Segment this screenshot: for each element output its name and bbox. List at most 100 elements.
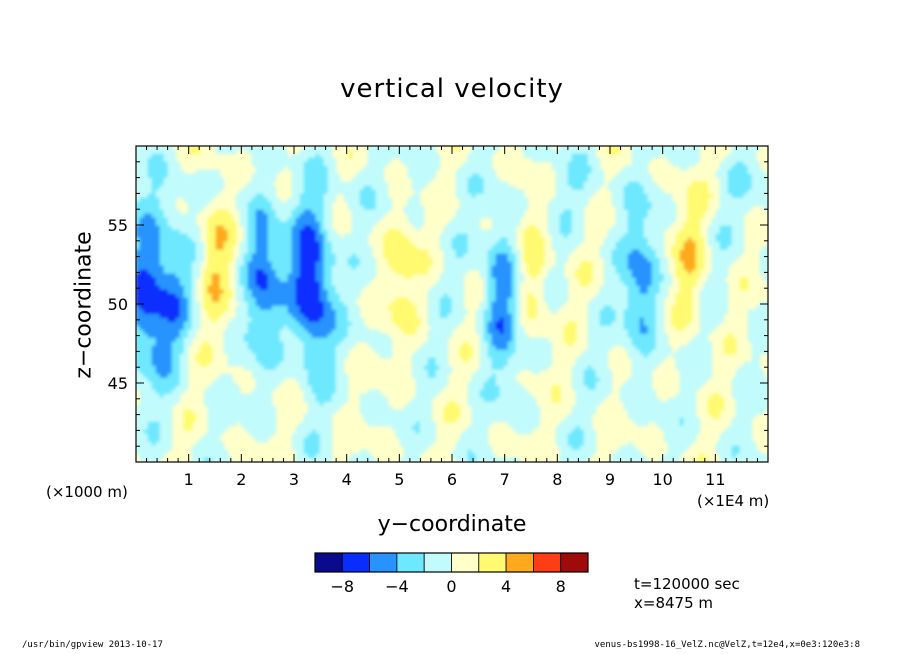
contour-cell [323,289,329,295]
contour-cell [267,365,273,371]
contour-cell [143,333,149,339]
contour-cell [303,197,309,203]
contour-cell [151,397,157,403]
contour-cell [151,313,157,319]
contour-cell [151,405,157,411]
contour-cell [491,385,497,391]
contour-cell [487,309,493,315]
contour-cell [279,373,285,379]
contour-cell [399,317,405,323]
contour-cell [267,177,273,183]
contour-cell [215,209,221,215]
contour-cell [239,349,245,355]
contour-cell [159,257,165,263]
contour-cell [431,161,437,167]
contour-cell [495,237,501,243]
contour-cell [219,293,225,299]
contour-cell [247,205,253,211]
contour-cell [155,197,161,203]
contour-cell [203,273,209,279]
contour-cell [271,233,277,239]
contour-cell [291,265,297,271]
contour-cell [159,337,165,343]
contour-cell [219,181,225,187]
contour-cell [307,405,313,411]
contour-cell [319,177,325,183]
contour-cell [443,329,449,335]
contour-cell [415,257,421,263]
contour-cell [231,345,237,351]
contour-cell [427,349,433,355]
contour-cell [167,441,173,447]
contour-cell [303,373,309,379]
contour-cell [163,217,169,223]
contour-cell [271,281,277,287]
contour-cell [263,265,269,271]
contour-cell [171,265,177,271]
contour-cell [411,257,417,263]
contour-cell [235,205,241,211]
contour-cell [311,197,317,203]
contour-cell [439,313,445,319]
contour-cell [315,205,321,211]
contour-cell [291,317,297,323]
contour-cell [415,193,421,199]
contour-cell [443,377,449,383]
contour-cell [255,261,261,267]
contour-cell [147,453,153,459]
contour-cell [319,361,325,367]
contour-cell [163,221,169,227]
contour-cell [331,317,337,323]
contour-cell [459,453,465,459]
contour-cell [407,429,413,435]
contour-cell [383,197,389,203]
contour-cell [263,337,269,343]
contour-cell [251,225,257,231]
contour-cell [139,321,145,327]
contour-cell [327,237,333,243]
contour-cell [459,293,465,299]
contour-cell [136,177,141,183]
contour-cell [299,261,305,267]
contour-cell [255,305,261,311]
contour-cell [347,301,353,307]
contour-cell [255,173,261,179]
contour-cell [179,249,185,255]
contour-cell [295,305,301,311]
contour-cell [239,209,245,215]
contour-cell [219,221,225,227]
contour-cell [283,221,289,227]
contour-cell [259,213,265,219]
contour-cell [167,353,173,359]
contour-cell [259,397,265,403]
contour-cell [207,417,213,423]
contour-cell [255,233,261,239]
contour-cell [163,225,169,231]
contour-cell [315,293,321,299]
contour-cell [343,181,349,187]
contour-cell [267,385,273,391]
contour-cell [183,357,189,363]
contour-cell [136,201,141,207]
contour-cell [143,437,149,443]
contour-cell [175,269,181,275]
contour-cell [491,233,497,239]
contour-cell [151,385,157,391]
contour-cell [419,425,425,431]
contour-cell [279,365,285,371]
contour-cell [359,169,365,175]
contour-cell [415,173,421,179]
contour-cell [311,181,317,187]
contour-cell [475,225,481,231]
contour-cell [455,237,461,243]
contour-cell [295,445,301,451]
contour-cell [471,221,477,227]
contour-cell [371,329,377,335]
contour-cell [251,413,257,419]
contour-cell [371,257,377,263]
contour-cell [143,197,149,203]
contour-cell [347,317,353,323]
contour-cell [323,149,329,155]
contour-cell [475,173,481,179]
contour-cell [307,209,313,215]
